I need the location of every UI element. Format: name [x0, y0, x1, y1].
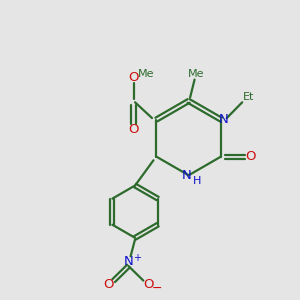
Text: −: −	[151, 282, 162, 295]
Text: N: N	[124, 255, 134, 268]
Text: O: O	[128, 71, 139, 84]
Text: N: N	[182, 169, 191, 182]
Text: Me: Me	[138, 69, 154, 79]
Text: O: O	[143, 278, 154, 291]
Text: O: O	[128, 123, 139, 136]
Text: N: N	[218, 113, 228, 126]
Text: +: +	[133, 253, 141, 263]
Text: O: O	[103, 278, 114, 291]
Text: Et: Et	[243, 92, 255, 102]
Text: H: H	[193, 176, 201, 186]
Text: Me: Me	[188, 69, 204, 79]
Text: O: O	[245, 150, 256, 163]
